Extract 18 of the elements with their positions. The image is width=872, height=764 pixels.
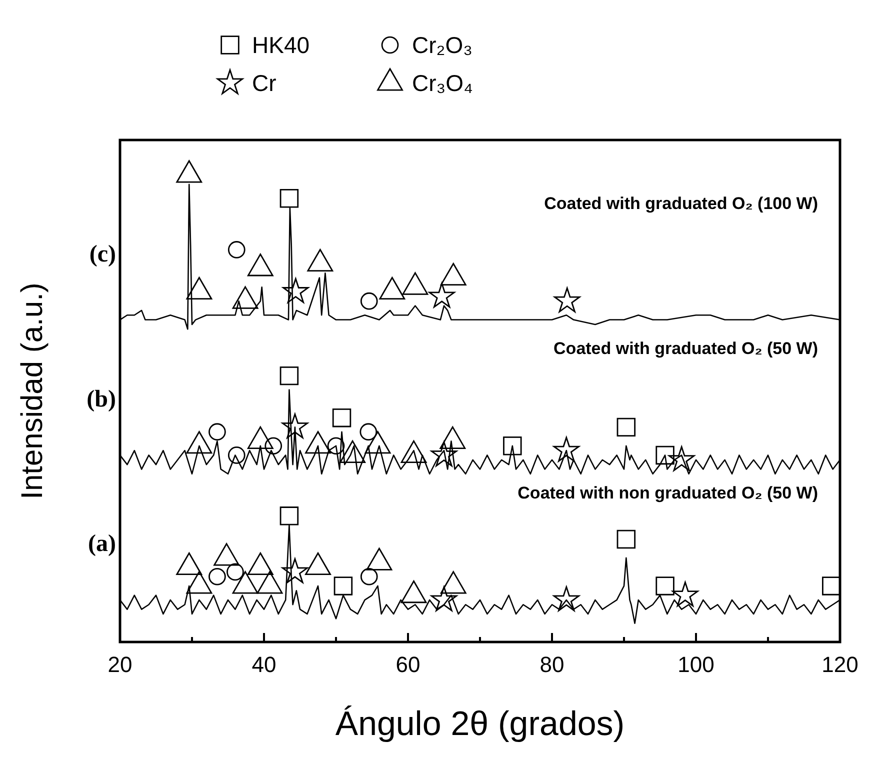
y-axis-title: Intensidad (a.u.) <box>16 282 49 500</box>
x-axis-title: Ángulo 2θ (grados) <box>335 705 625 743</box>
x-tick-label: 40 <box>252 652 276 677</box>
legend-label: Cr <box>252 70 277 96</box>
x-tick-label: 120 <box>822 652 858 677</box>
x-tick-label: 80 <box>540 652 564 677</box>
text: (b) <box>86 386 116 412</box>
x-tick-label: 20 <box>108 652 132 677</box>
legend-label: Cr₃O₄ <box>412 70 473 96</box>
annotation: Coated with non graduated O₂ (50 W) <box>518 484 818 503</box>
x-tick-label: 100 <box>678 652 714 677</box>
text: (a) <box>88 531 116 558</box>
text: (c) <box>89 242 116 268</box>
annotation: Coated with graduated O₂ (50 W) <box>554 338 818 358</box>
annotation: Coated with graduated O₂ (100 W) <box>544 194 818 214</box>
legend-label: Cr₂O₃ <box>412 32 472 58</box>
legend-label: HK40 <box>252 32 310 58</box>
x-tick-label: 60 <box>396 652 420 677</box>
